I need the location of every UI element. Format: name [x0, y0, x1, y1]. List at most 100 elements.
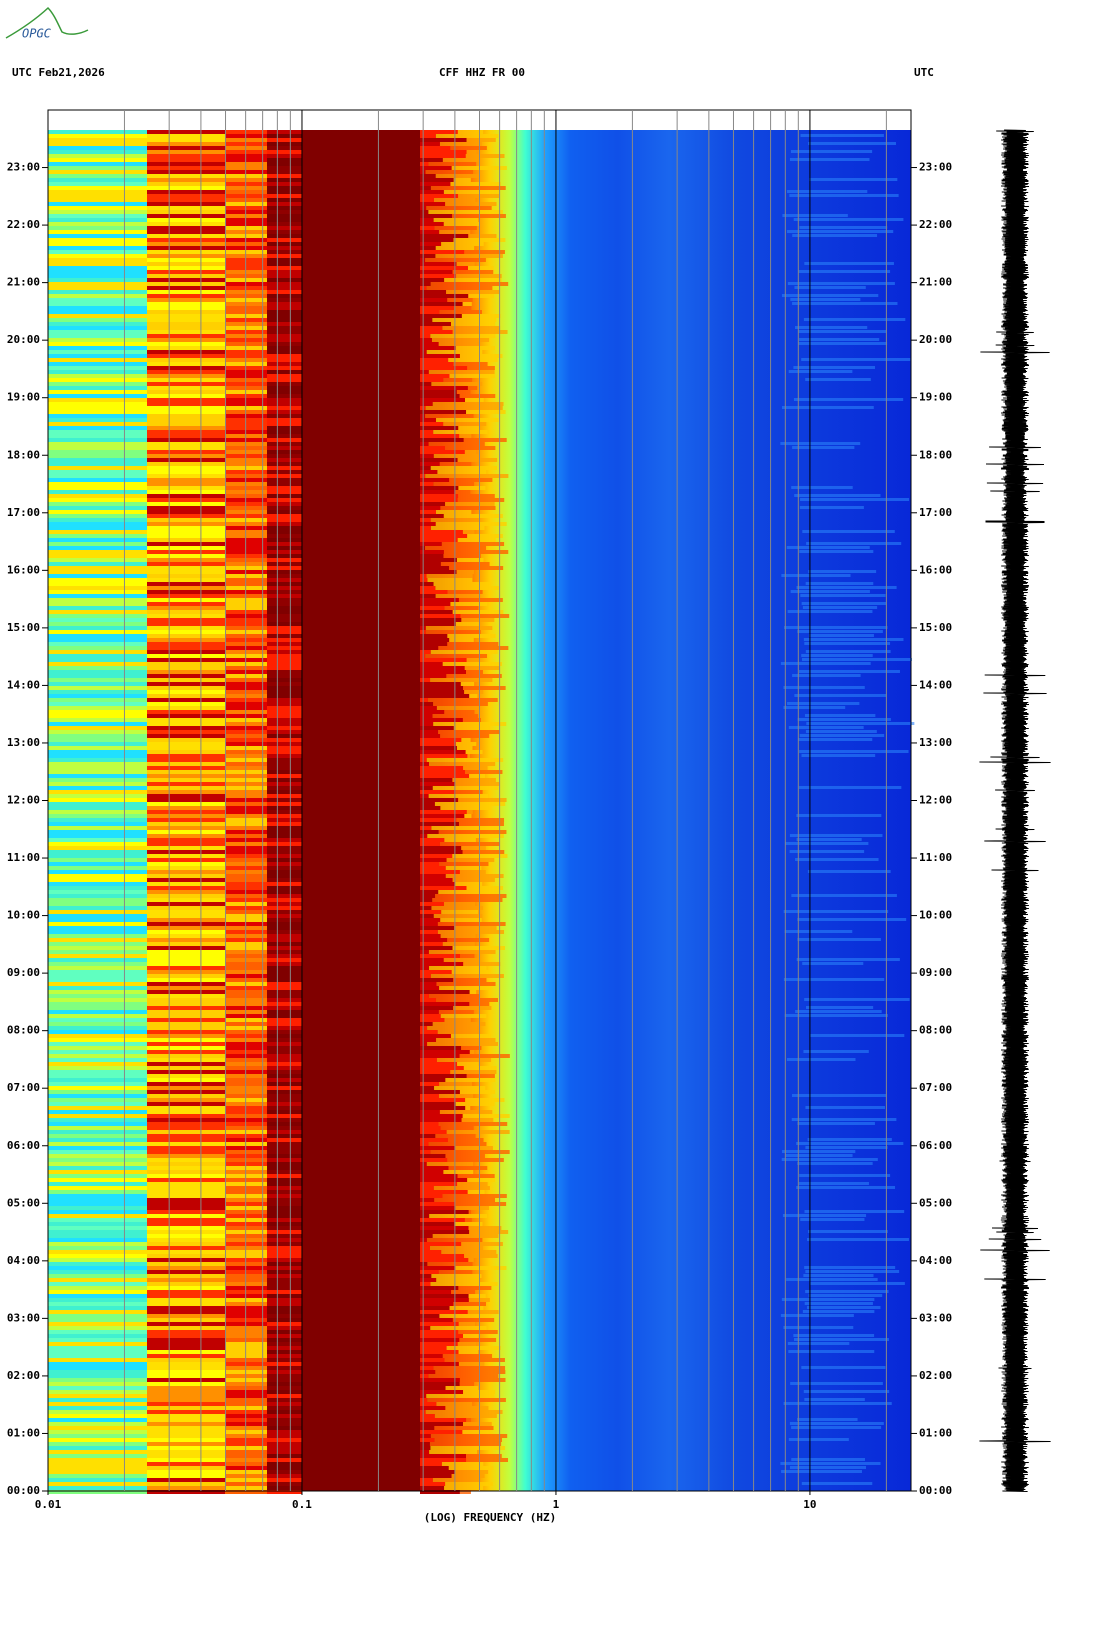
spectrogram-cell: [48, 850, 147, 854]
spectrogram-cell: [469, 694, 478, 698]
spectrogram-cell: [147, 130, 225, 134]
spectrogram-cell: [48, 1034, 147, 1038]
spectrogram-cell: [420, 598, 459, 602]
spectrogram-cell: [48, 890, 147, 894]
y-tick-label-right: 01:00: [919, 1426, 952, 1439]
spectrogram-cell: [420, 854, 453, 858]
spectrogram-cell: [48, 1366, 147, 1370]
spectrogram-cell: [147, 1158, 225, 1162]
spectrogram-cell: [48, 1238, 147, 1242]
spectrogram-cell: [48, 618, 147, 622]
spectrogram-cell: [434, 1086, 486, 1090]
spectrogram-cell: [420, 794, 429, 798]
spectrogram-cell: [442, 662, 502, 666]
spectrogram-cell: [425, 630, 481, 634]
spectrogram-cell: [434, 802, 506, 806]
spectrogram-cell: [147, 358, 225, 362]
spectrogram-cell: [267, 1490, 302, 1494]
spectrogram-cell: [420, 234, 469, 238]
spectrogram-cell: [790, 1382, 883, 1385]
spectrogram-cell: [48, 1206, 147, 1210]
spectrogram-cell: [267, 842, 302, 846]
spectrogram-cell: [147, 534, 225, 538]
spectrogram-cell: [48, 1222, 147, 1226]
spectrogram-cell: [458, 494, 495, 498]
spectrogram-cell: [420, 322, 451, 326]
spectrogram-cell: [48, 626, 147, 630]
spectrogram-cell: [147, 486, 225, 490]
spectrogram-cell: [420, 910, 442, 914]
spectrogram-cell: [468, 234, 497, 238]
spectrogram-cell: [420, 154, 466, 158]
spectrogram-cell: [267, 1466, 302, 1470]
spectrogram-cell: [464, 666, 500, 670]
spectrogram-cell: [48, 678, 147, 682]
spectrogram-cell: [794, 1338, 889, 1341]
spectrogram-cell: [420, 622, 456, 626]
spectrogram-cell: [147, 1418, 225, 1422]
spectrogram-cell: [267, 594, 302, 598]
spectrogram-cell: [48, 1054, 147, 1058]
spectrogram-cell: [420, 178, 454, 182]
spectrogram-cell: [420, 386, 468, 390]
spectrogram-cell: [452, 214, 506, 218]
spectrogram-cell: [808, 1230, 888, 1233]
spectrogram-cell: [147, 894, 225, 898]
spectrogram-cell: [435, 174, 480, 178]
spectrogram-cell: [429, 762, 496, 766]
spectrogram-cell: [809, 1034, 905, 1037]
spectrogram-cell: [420, 1070, 451, 1074]
spectrogram-cell: [420, 1302, 454, 1306]
spectrogram-cell: [420, 690, 465, 694]
spectrogram-cell: [267, 1206, 302, 1210]
spectrogram-cell: [459, 1054, 510, 1058]
spectrogram-cell: [267, 1166, 302, 1170]
spectrogram-cell: [147, 1386, 225, 1390]
spectrogram-cell: [147, 882, 225, 886]
spectrogram-cell: [147, 1378, 225, 1382]
spectrogram-cell: [463, 438, 507, 442]
spectrogram-cell: [431, 906, 484, 910]
spectrogram-cell: [48, 1406, 147, 1410]
spectrogram-cell: [420, 538, 458, 542]
spectrogram-cell: [147, 194, 225, 198]
spectrogram-cell: [785, 1154, 853, 1157]
spectrogram-cell: [267, 830, 302, 834]
spectrogram-cell: [784, 930, 853, 933]
spectrogram-cell: [267, 174, 302, 178]
spectrogram-cell: [48, 982, 147, 986]
spectrogram-cell: [443, 1170, 474, 1174]
spectrogram-cell: [453, 1006, 492, 1010]
spectrogram-cell: [147, 310, 225, 314]
spectrogram-cell: [435, 510, 472, 514]
spectrogram-cell: [48, 990, 147, 994]
spectrogram-cell: [433, 722, 507, 726]
y-tick-label-right: 02:00: [919, 1369, 952, 1382]
spectrogram-cell: [147, 1218, 225, 1222]
spectrogram-cell: [48, 682, 147, 686]
spectrogram-cell: [147, 278, 225, 282]
spectrogram-cell: [267, 1202, 302, 1206]
y-tick-label-left: 23:00: [7, 161, 40, 174]
spectrogram-cell: [420, 142, 440, 146]
spectrogram-cell: [48, 402, 147, 406]
spectrogram-cell: [803, 1050, 869, 1053]
spectrogram-cell: [48, 1462, 147, 1466]
spectrogram-cell: [267, 1138, 302, 1142]
spectrogram-cell: [147, 430, 225, 434]
spectrogram-cell: [48, 1102, 147, 1106]
spectrogram-cell: [147, 822, 225, 826]
spectrogram-cell: [420, 1350, 459, 1354]
spectrogram-cell: [420, 490, 456, 494]
spectrogram-cell: [458, 1330, 498, 1334]
spectrogram-cell: [147, 866, 225, 870]
spectrogram-cell: [48, 210, 147, 214]
spectrogram-cell: [48, 1090, 147, 1094]
spectrogram-cell: [48, 1338, 147, 1342]
spectrogram-cell: [48, 1066, 147, 1070]
spectrogram-cell: [147, 1082, 225, 1086]
spectrogram-cell: [147, 758, 225, 762]
spectrogram-cell: [147, 458, 225, 462]
spectrogram-cell: [48, 614, 147, 618]
spectrogram-cell: [420, 966, 430, 970]
